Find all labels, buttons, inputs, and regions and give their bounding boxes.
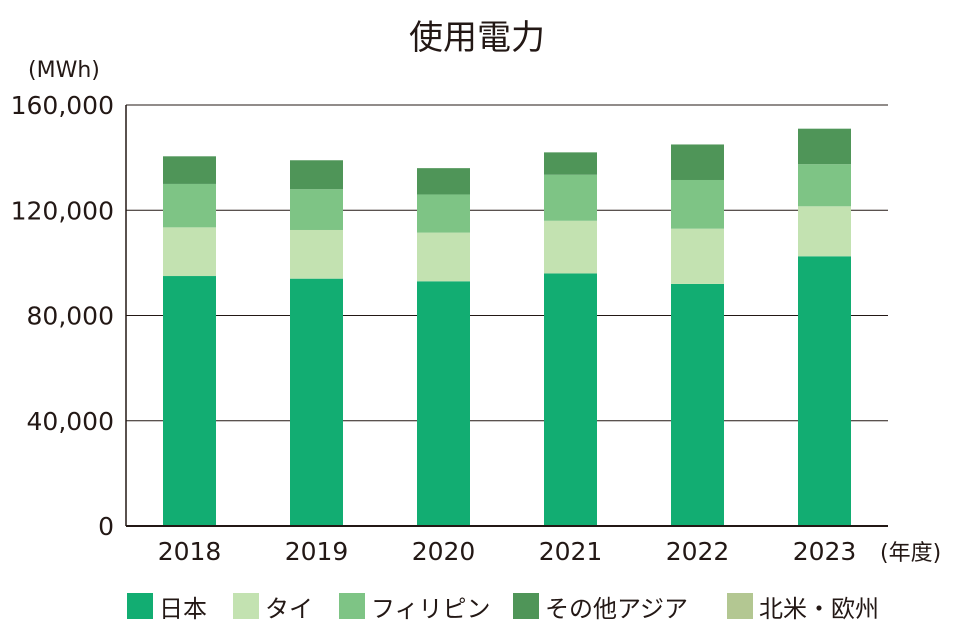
legend-swatch bbox=[233, 593, 259, 619]
x-tick-label: 2019 bbox=[285, 537, 349, 566]
legend-label: フィリピン bbox=[371, 594, 491, 623]
y-tick-label: 80,000 bbox=[27, 302, 114, 331]
chart-legend: 日本 タイ フィリピン その他アジア 北米・欧州 bbox=[0, 588, 954, 624]
legend-item: 北米・欧州 bbox=[727, 588, 879, 624]
legend-swatch bbox=[339, 593, 365, 619]
bar-segment bbox=[544, 220, 597, 274]
bar-segment bbox=[544, 273, 597, 526]
x-tick-label: 2021 bbox=[539, 537, 603, 566]
bar-segment bbox=[671, 144, 724, 180]
bar-segment bbox=[417, 281, 470, 526]
bar-segment bbox=[163, 156, 216, 184]
bar-segment bbox=[163, 183, 216, 228]
legend-label: 北米・欧州 bbox=[759, 594, 879, 623]
stacked-bar-chart: 0 40,000 80,000 120,000 160,000 2018 2019 2020 2… bbox=[11, 91, 888, 566]
x-axis-unit: (年度) bbox=[880, 541, 942, 566]
legend-item: タイ bbox=[233, 588, 313, 624]
bar-segment bbox=[417, 194, 470, 233]
bar-segment bbox=[671, 283, 724, 526]
bar-segment bbox=[798, 256, 851, 526]
bar-segment bbox=[290, 160, 343, 190]
bar-segment bbox=[798, 128, 851, 165]
bar-segment bbox=[417, 168, 470, 195]
legend-label: 日本 bbox=[159, 594, 207, 623]
x-tick-label: 2023 bbox=[793, 537, 857, 566]
chart-title: 使用電力 bbox=[409, 18, 545, 58]
x-tick-label: 2018 bbox=[158, 537, 222, 566]
bar-segment bbox=[798, 164, 851, 207]
bar-segment bbox=[290, 278, 343, 526]
y-tick-label: 160,000 bbox=[11, 91, 114, 120]
x-tick-label: 2020 bbox=[412, 537, 476, 566]
bar-segment bbox=[290, 229, 343, 279]
legend-item: フィリピン bbox=[339, 588, 491, 624]
bar-segment bbox=[798, 206, 851, 257]
bar-segment bbox=[671, 179, 724, 229]
y-axis-unit: (MWh) bbox=[28, 58, 100, 83]
y-tick-label: 40,000 bbox=[27, 407, 114, 436]
y-tick-label: 120,000 bbox=[11, 196, 114, 225]
legend-label: その他アジア bbox=[545, 594, 689, 623]
legend-item: 日本 bbox=[127, 588, 207, 624]
legend-swatch bbox=[513, 593, 539, 619]
y-tick-label: 0 bbox=[98, 512, 114, 541]
legend-item: その他アジア bbox=[513, 588, 688, 624]
legend-label: タイ bbox=[265, 594, 313, 623]
x-tick-label: 2022 bbox=[666, 537, 730, 566]
bar-segment bbox=[163, 276, 216, 526]
legend-swatch bbox=[727, 593, 753, 619]
bar-segment bbox=[163, 227, 216, 277]
bar-segment bbox=[417, 232, 470, 282]
bar-segment bbox=[290, 189, 343, 230]
bar-segment bbox=[544, 174, 597, 221]
bar-segment bbox=[544, 152, 597, 175]
legend-swatch bbox=[127, 593, 153, 619]
bar-segment bbox=[671, 228, 724, 284]
